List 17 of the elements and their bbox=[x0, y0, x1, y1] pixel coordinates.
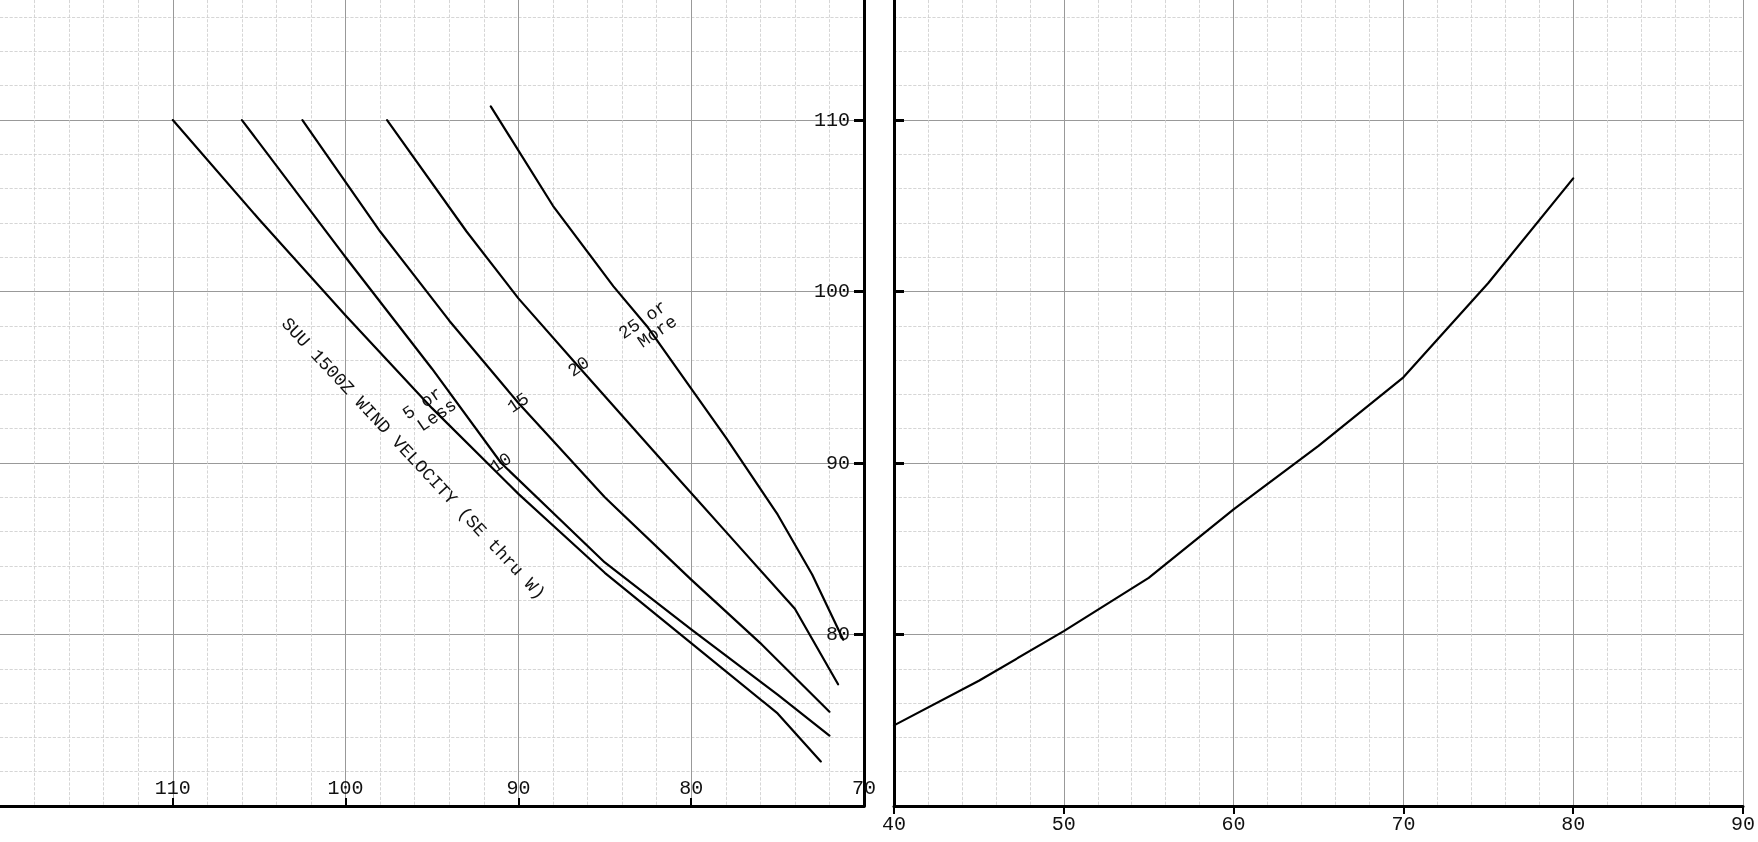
x-tick-label: 60 bbox=[1221, 812, 1246, 836]
x-tick-label: 80 bbox=[1561, 812, 1586, 836]
text: 20 bbox=[564, 352, 594, 382]
x-tick-label: 90 bbox=[506, 776, 531, 800]
x-tick-label: 90 bbox=[1730, 812, 1756, 836]
y-tick-label: 110 bbox=[813, 108, 850, 132]
x-tick-label: 70 bbox=[1391, 812, 1416, 836]
text: 15 bbox=[503, 388, 533, 418]
y-tick-label: 90 bbox=[825, 451, 850, 475]
x-tick-label: 100 bbox=[327, 776, 364, 800]
x-tick-label: 110 bbox=[154, 776, 191, 800]
x-tick-label: 40 bbox=[881, 812, 907, 836]
y-tick-label: 100 bbox=[813, 280, 850, 304]
x-tick-label: 50 bbox=[1051, 812, 1076, 836]
text: 25 or More bbox=[615, 296, 681, 359]
text: 10 bbox=[486, 448, 516, 478]
x-tick-label: 80 bbox=[679, 776, 704, 800]
